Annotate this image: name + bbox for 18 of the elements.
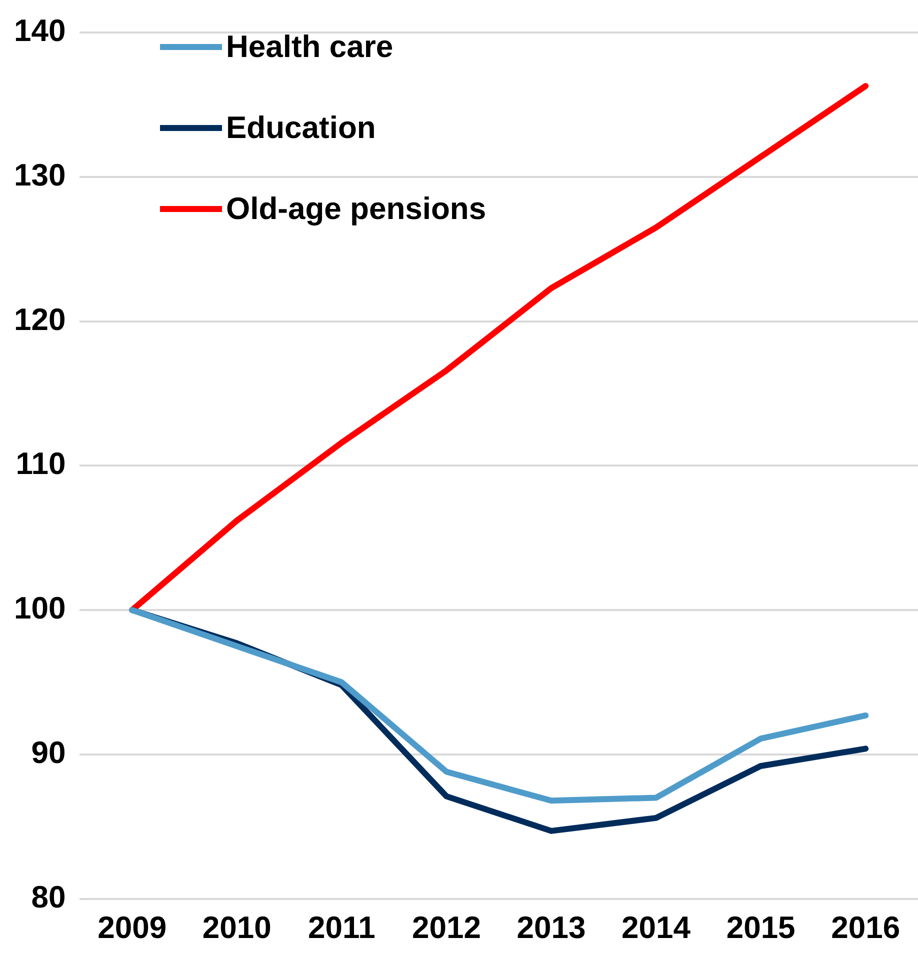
x-tick-label: 2012 <box>412 910 481 945</box>
x-tick-label: 2015 <box>726 910 796 945</box>
x-tick-label: 2009 <box>98 910 167 945</box>
y-tick-label: 130 <box>14 158 66 193</box>
x-tick-label: 2010 <box>202 910 272 945</box>
y-tick-label: 120 <box>14 302 66 337</box>
y-tick-label: 110 <box>16 446 66 482</box>
y-tick-label: 80 <box>31 879 66 914</box>
x-tick-label: 2016 <box>831 910 900 945</box>
y-tick-label: 100 <box>14 590 66 626</box>
y-tick-label: 90 <box>31 734 66 770</box>
x-tick-label: 2014 <box>622 910 692 945</box>
legend-label: Education <box>226 110 376 146</box>
legend-label: Old-age pensions <box>226 190 486 226</box>
x-tick-label: 2011 <box>308 910 376 945</box>
legend-label: Health care <box>226 28 394 64</box>
y-tick-label: 140 <box>14 13 66 48</box>
x-tick-label: 2013 <box>516 910 586 945</box>
